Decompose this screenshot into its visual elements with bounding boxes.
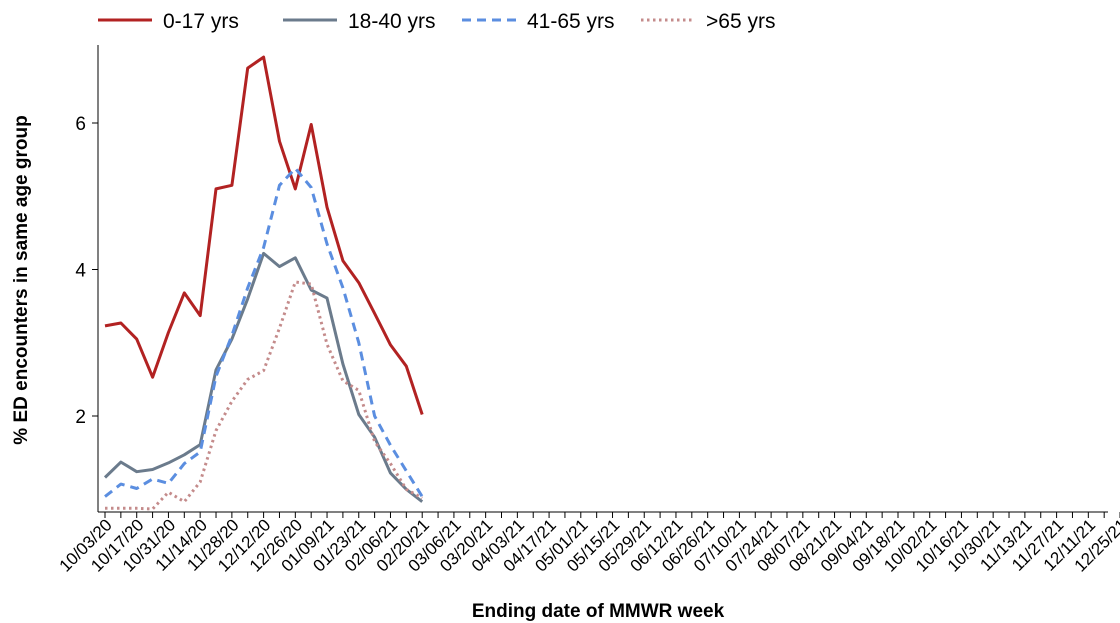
series-line-1: [104, 55, 424, 415]
y-tick-label: 4: [75, 261, 86, 282]
y-tick-label: 2: [75, 407, 86, 428]
x-axis-title: Ending date of MMWR week: [472, 601, 725, 622]
series-line-2: [103, 251, 424, 503]
y-axis-title: % ED encounters in same age group: [11, 115, 32, 444]
legend: 0-17 yrs 18-40 yrs 41-65 yrs >65 yrs: [98, 10, 775, 33]
legend-label-1: 0-17 yrs: [163, 10, 239, 33]
series-line-4: [105, 280, 423, 511]
x-axis: 10/03/2010/17/2010/31/2011/14/2011/28/20…: [56, 511, 1120, 576]
legend-label-2: 18-40 yrs: [348, 10, 436, 33]
y-axis: 2 4 6: [75, 45, 99, 512]
legend-label-4: >65 yrs: [706, 10, 775, 33]
legend-label-3: 41-65 yrs: [527, 10, 615, 33]
plot-lines: [103, 55, 424, 511]
y-tick-label: 6: [75, 114, 86, 135]
series-line-3: [104, 166, 424, 498]
